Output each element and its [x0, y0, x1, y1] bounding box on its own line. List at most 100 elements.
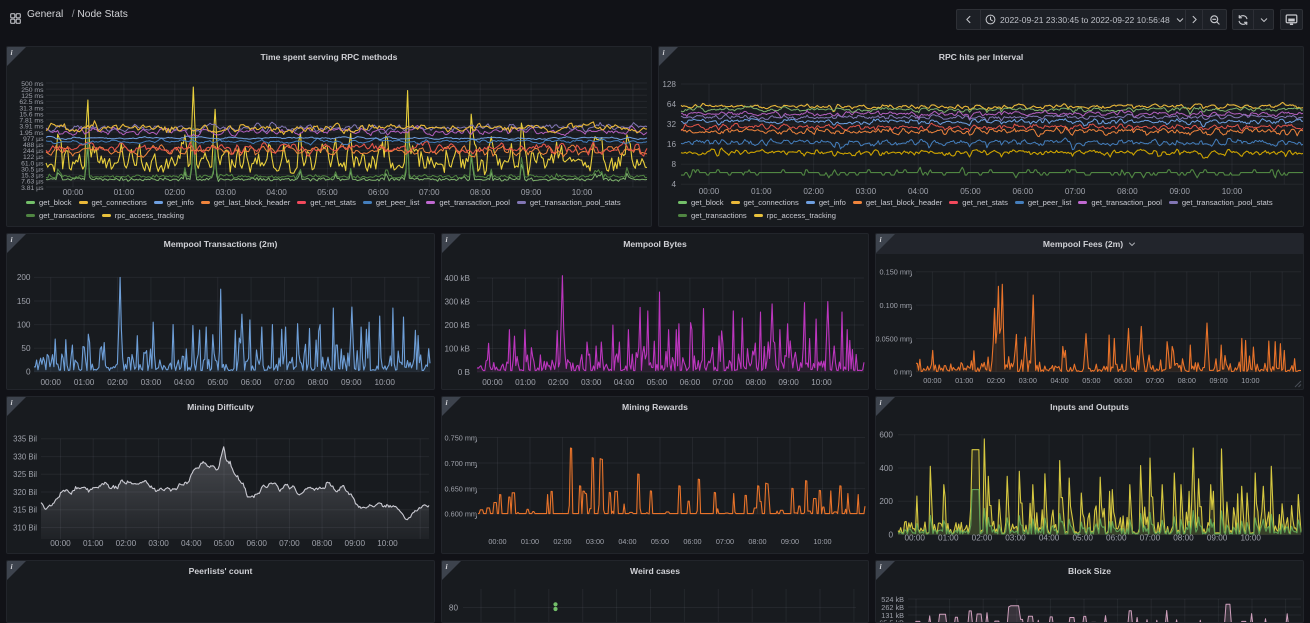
- svg-text:07:00: 07:00: [713, 378, 734, 387]
- svg-text:1.95 ms: 1.95 ms: [19, 130, 44, 137]
- svg-text:80: 80: [449, 603, 459, 612]
- svg-text:7.81 ms: 7.81 ms: [19, 118, 44, 125]
- svg-text:330 Bil: 330 Bil: [13, 452, 37, 461]
- svg-text:524 kB: 524 kB: [881, 595, 904, 604]
- svg-text:00:00: 00:00: [63, 188, 84, 197]
- svg-text:0 B: 0 B: [458, 368, 471, 377]
- svg-text:04:00: 04:00: [266, 188, 287, 197]
- svg-text:02:00: 02:00: [107, 378, 128, 387]
- svg-text:128: 128: [662, 80, 676, 89]
- svg-text:500 ms: 500 ms: [21, 81, 44, 88]
- svg-text:03:00: 03:00: [586, 537, 604, 546]
- svg-text:65.5 kB: 65.5 kB: [879, 618, 904, 623]
- svg-text:0: 0: [26, 368, 31, 377]
- svg-text:7.63 µs: 7.63 µs: [21, 179, 44, 186]
- svg-text:0 mm: 0 mm: [894, 368, 912, 377]
- svg-text:04:00: 04:00: [618, 537, 636, 546]
- svg-text:00:00: 00:00: [699, 187, 720, 196]
- svg-text:07:00: 07:00: [1146, 376, 1164, 385]
- svg-text:00:00: 00:00: [40, 378, 61, 387]
- svg-text:250 ms: 250 ms: [21, 87, 44, 94]
- svg-text:3.81 µs: 3.81 µs: [21, 185, 44, 192]
- svg-text:100: 100: [17, 320, 31, 329]
- svg-text:150: 150: [17, 297, 31, 306]
- svg-text:325 Bil: 325 Bil: [13, 470, 37, 479]
- svg-text:100 kB: 100 kB: [445, 344, 471, 353]
- svg-text:315 Bil: 315 Bil: [13, 506, 37, 515]
- svg-text:01:00: 01:00: [955, 376, 973, 385]
- svg-text:05:00: 05:00: [960, 187, 981, 196]
- svg-text:08:00: 08:00: [1173, 534, 1194, 543]
- svg-text:08:00: 08:00: [745, 378, 766, 387]
- svg-text:02:00: 02:00: [165, 188, 186, 197]
- svg-text:04:00: 04:00: [174, 378, 195, 387]
- svg-text:244 µs: 244 µs: [23, 148, 44, 155]
- svg-text:06:00: 06:00: [1106, 534, 1127, 543]
- svg-text:09:00: 09:00: [341, 378, 362, 387]
- svg-text:32: 32: [667, 120, 677, 129]
- svg-text:07:00: 07:00: [274, 378, 295, 387]
- svg-text:00:00: 00:00: [482, 378, 503, 387]
- svg-text:10:00: 10:00: [1240, 534, 1261, 543]
- svg-text:07:00: 07:00: [419, 188, 440, 197]
- svg-text:03:00: 03:00: [1019, 376, 1037, 385]
- svg-text:08:00: 08:00: [748, 537, 766, 546]
- svg-text:0.750 mm: 0.750 mm: [445, 433, 477, 442]
- svg-text:06:00: 06:00: [683, 537, 701, 546]
- svg-text:02:00: 02:00: [548, 378, 569, 387]
- svg-text:31.3 ms: 31.3 ms: [19, 105, 44, 112]
- svg-text:200: 200: [879, 497, 893, 506]
- svg-text:07:00: 07:00: [1140, 534, 1161, 543]
- svg-text:05:00: 05:00: [1082, 376, 1100, 385]
- svg-text:09:00: 09:00: [1209, 376, 1227, 385]
- svg-text:125 ms: 125 ms: [21, 93, 44, 100]
- svg-text:05:00: 05:00: [214, 539, 235, 548]
- svg-text:06:00: 06:00: [241, 378, 262, 387]
- svg-text:06:00: 06:00: [1013, 187, 1034, 196]
- svg-text:16: 16: [667, 140, 677, 149]
- svg-text:0.650 mm: 0.650 mm: [445, 484, 477, 493]
- svg-text:02:00: 02:00: [972, 534, 993, 543]
- svg-text:03:00: 03:00: [1005, 534, 1026, 543]
- svg-text:08:00: 08:00: [1117, 187, 1138, 196]
- svg-text:01:00: 01:00: [83, 539, 104, 548]
- svg-text:64: 64: [667, 100, 677, 109]
- svg-text:05:00: 05:00: [317, 188, 338, 197]
- svg-text:10:00: 10:00: [1241, 376, 1259, 385]
- svg-text:200 kB: 200 kB: [445, 321, 471, 330]
- svg-text:05:00: 05:00: [207, 378, 228, 387]
- svg-text:0.100 mm: 0.100 mm: [880, 301, 912, 310]
- svg-text:01:00: 01:00: [114, 188, 135, 197]
- svg-text:310 Bil: 310 Bil: [13, 523, 37, 532]
- svg-text:03:00: 03:00: [581, 378, 602, 387]
- svg-text:300 kB: 300 kB: [445, 297, 471, 306]
- svg-text:02:00: 02:00: [803, 187, 824, 196]
- svg-text:15.6 ms: 15.6 ms: [19, 111, 44, 118]
- svg-text:04:00: 04:00: [1050, 376, 1068, 385]
- svg-text:10:00: 10:00: [374, 378, 395, 387]
- svg-text:09:00: 09:00: [521, 188, 542, 197]
- svg-text:400: 400: [879, 464, 893, 473]
- svg-text:02:00: 02:00: [116, 539, 137, 548]
- svg-text:08:00: 08:00: [308, 378, 329, 387]
- svg-text:09:00: 09:00: [345, 539, 366, 548]
- svg-text:02:00: 02:00: [987, 376, 1005, 385]
- svg-text:08:00: 08:00: [470, 188, 491, 197]
- svg-text:07:00: 07:00: [1065, 187, 1086, 196]
- svg-text:06:00: 06:00: [1114, 376, 1132, 385]
- svg-text:10:00: 10:00: [377, 539, 398, 548]
- svg-text:8: 8: [671, 160, 676, 169]
- svg-text:05:00: 05:00: [651, 537, 669, 546]
- svg-text:01:00: 01:00: [74, 378, 95, 387]
- svg-text:03:00: 03:00: [148, 539, 169, 548]
- svg-text:07:00: 07:00: [716, 537, 734, 546]
- svg-text:08:00: 08:00: [1178, 376, 1196, 385]
- svg-text:10:00: 10:00: [572, 188, 593, 197]
- svg-text:01:00: 01:00: [751, 187, 772, 196]
- svg-text:09:00: 09:00: [778, 378, 799, 387]
- svg-text:320 Bil: 320 Bil: [13, 488, 37, 497]
- svg-text:30.5 µs: 30.5 µs: [21, 167, 44, 174]
- svg-text:131 kB: 131 kB: [881, 611, 904, 620]
- svg-text:0.0500 mm: 0.0500 mm: [876, 334, 912, 343]
- svg-text:03:00: 03:00: [141, 378, 162, 387]
